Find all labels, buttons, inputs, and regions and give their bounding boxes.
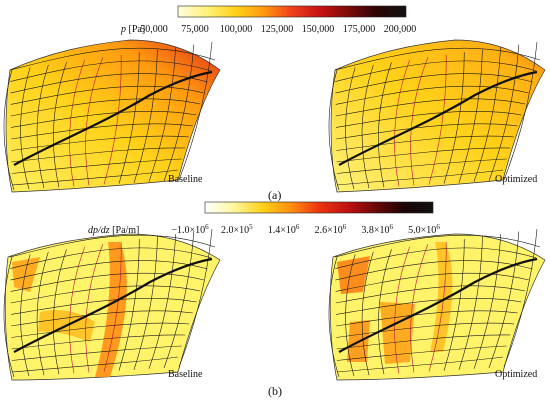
panel-a-baseline: Baseline: [3, 39, 221, 193]
panel-b-right-label: Optimized: [495, 369, 537, 380]
gradient-tick-label: 2.0×105: [221, 223, 253, 236]
panel-a-left-label: Baseline: [168, 174, 203, 185]
panel-b-left-label: Baseline: [168, 369, 203, 380]
mesh-grid: [328, 228, 541, 378]
panel-b-optimized: Optimized: [328, 228, 546, 381]
mesh-grid: [3, 228, 216, 378]
pressure-tick-label: 200,000: [384, 24, 417, 35]
pressure-tick-label: 50,000: [140, 24, 168, 35]
panel-b-baseline: Baseline: [3, 228, 221, 381]
gradient-tick-label: 1.4×106: [268, 223, 300, 236]
caption-b: (b): [268, 384, 282, 398]
panel-a-right-label: Optimized: [495, 174, 537, 185]
gradient-tick-label: 5.0×106: [408, 223, 440, 236]
gradient-tick-label: 2.6×106: [315, 223, 347, 236]
pressure-tick-label: 75,000: [181, 24, 209, 35]
gradient-tick-label: 3.8×106: [361, 223, 393, 236]
pressure-tick-label: 150,000: [302, 24, 335, 35]
gradient-colorbar-ticks: −1.0×106 2.0×105 1.4×106 2.6×106 3.8×106 5.0×…: [171, 223, 440, 236]
panel-a-optimized: Optimized: [328, 39, 546, 193]
gradient-tick-label: −1.0×106: [171, 223, 209, 236]
pressure-tick-label: 100,000: [220, 24, 253, 35]
pressure-tick-label: 175,000: [343, 24, 376, 35]
mesh-grid: [3, 41, 216, 191]
mesh-grid: [328, 41, 541, 191]
gradient-colorbar-label: dp/dz [Pa/m]: [88, 225, 139, 236]
pressure-colorbar-label: p [Pa]: [120, 24, 145, 35]
pressure-tick-label: 125,000: [261, 24, 294, 35]
gradient-colorbar: dp/dz [Pa/m] −1.0×106 2.0×105 1.4×106 2.6×1…: [88, 201, 440, 236]
caption-a: (a): [268, 188, 281, 202]
pressure-colorbar: p [Pa] 50,000 75,000 100,000 125,000 150,000…: [120, 5, 416, 35]
pressure-colorbar-ticks: 50,000 75,000 100,000 125,000 150,000 175,000…: [140, 24, 416, 35]
